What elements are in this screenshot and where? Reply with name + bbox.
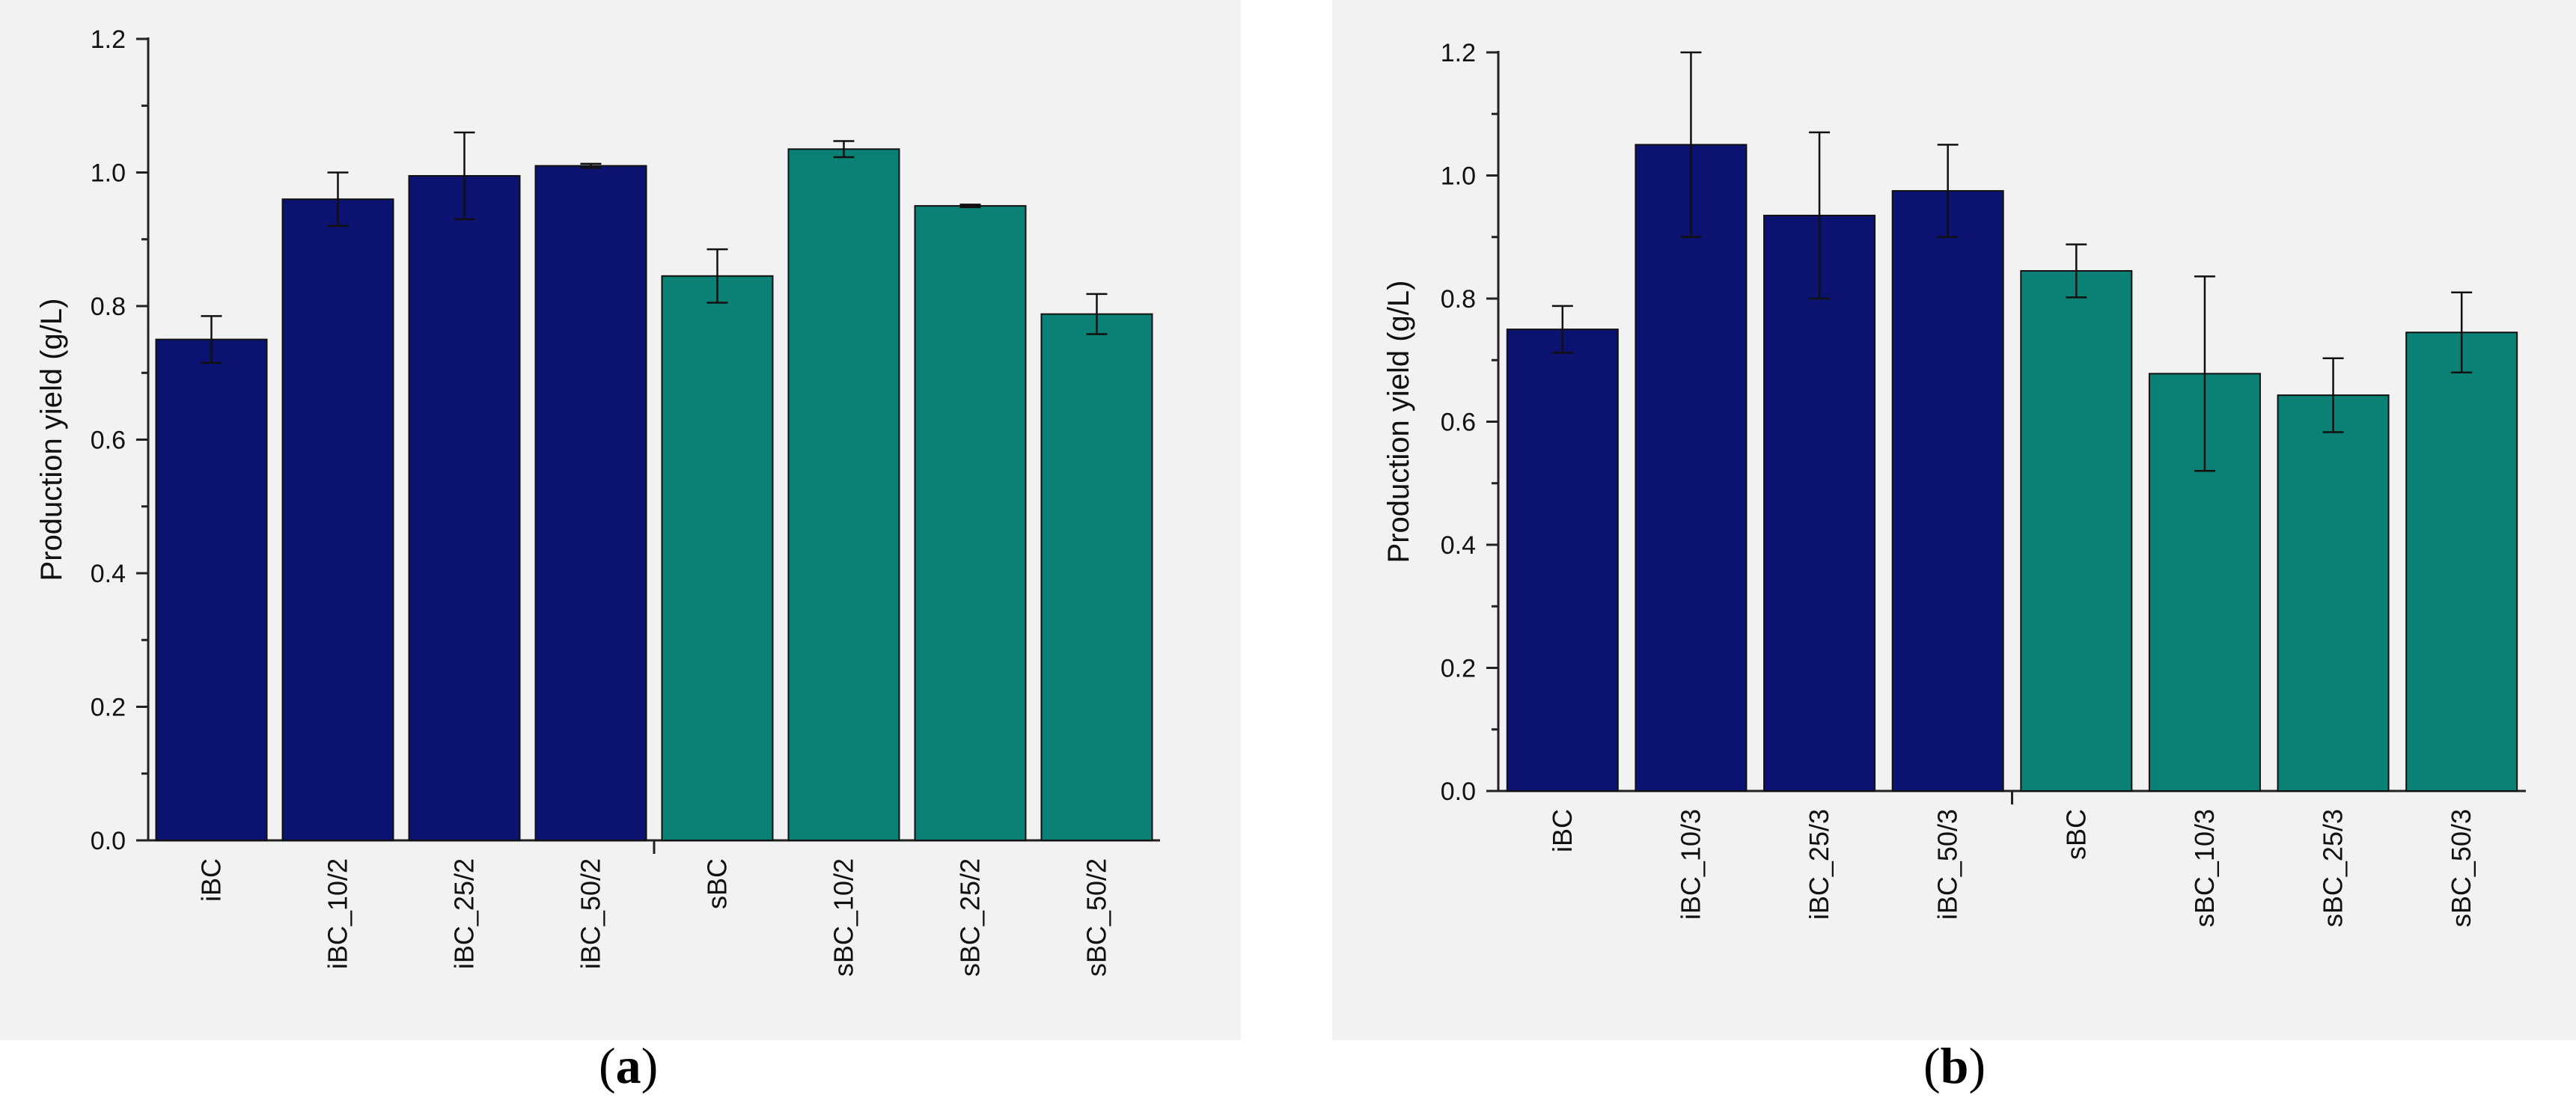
x-tick-label: iBC_50/2	[576, 858, 606, 969]
x-tick-label: iBC_10/3	[1675, 809, 1706, 920]
bar-sbc	[2020, 269, 2133, 792]
x-tick-label: sBC	[702, 858, 733, 909]
x-tick-label: iBC_25/2	[449, 858, 480, 969]
bar-sbc	[661, 275, 774, 841]
y-tick-label: 0.0	[91, 827, 126, 855]
bar-ibc-10-3	[1635, 144, 1748, 792]
chart-panel-a: 0.0 0.2 0.4 0.6 0.8 1.0 1.2 Production yield (g…	[35, 25, 1160, 977]
y-tick-label: 0.8	[1441, 285, 1476, 314]
y-tick-label: 0.8	[91, 293, 126, 321]
x-tick-label: iBC	[1547, 809, 1578, 852]
bar-ibc-50-3	[1891, 190, 2004, 792]
x-tick-label: iBC	[196, 858, 227, 902]
y-tick-label: 0.6	[91, 427, 126, 455]
y-tick-label: 0.2	[1441, 655, 1476, 683]
x-tick-label: iBC_10/2	[323, 858, 353, 969]
bar-ibc-25-2	[408, 174, 521, 841]
x-tick-label: sBC_50/3	[2446, 809, 2476, 927]
x-tick-label: iBC_50/3	[1932, 809, 1963, 920]
y-tick-label: 1.2	[91, 25, 126, 54]
y-axis-label: Production yield (g/L)	[35, 299, 68, 581]
x-tick-label: iBC_25/3	[1804, 809, 1834, 920]
panel-a-caption: (a)	[599, 1037, 659, 1094]
bar-ibc-10-2	[281, 198, 394, 841]
bar-ibc	[155, 338, 268, 841]
x-tick-label: sBC_25/3	[2318, 809, 2348, 927]
x-tick-label: sBC_25/2	[955, 858, 986, 977]
bar-ibc	[1506, 329, 1619, 792]
bar-ibc-50-2	[534, 165, 647, 841]
chart-panel-b: 0.0 0.2 0.4 0.6 0.8 1.0 1.2 Production yield (g…	[1382, 39, 2526, 927]
bar-sbc-25-2	[914, 205, 1027, 841]
panel-b-caption: (b)	[1923, 1037, 1986, 1094]
y-axis-label: Production yield (g/L)	[1382, 281, 1415, 563]
y-tick-label: 0.2	[91, 694, 126, 722]
bar-sbc-50-3	[2405, 332, 2518, 792]
x-tick-label: sBC_10/3	[2189, 809, 2220, 927]
y-tick-label: 1.0	[91, 159, 126, 188]
bar-sbc-10-2	[787, 148, 900, 841]
x-tick-label: sBC_50/2	[1081, 858, 1112, 977]
x-tick-label: sBC	[2060, 809, 2091, 860]
y-tick-label: 0.4	[91, 560, 126, 588]
y-tick-label: 0.6	[1441, 409, 1476, 437]
bar-sbc-25-3	[2277, 394, 2390, 792]
y-tick-label: 0.0	[1441, 778, 1476, 806]
y-tick-label: 0.4	[1441, 531, 1476, 560]
bar-ibc-25-3	[1763, 214, 1876, 792]
bar-sbc-50-2	[1040, 313, 1153, 841]
x-tick-label: sBC_10/2	[828, 858, 859, 977]
y-tick-label: 1.2	[1441, 39, 1476, 67]
y-tick-label: 1.0	[1441, 162, 1476, 191]
